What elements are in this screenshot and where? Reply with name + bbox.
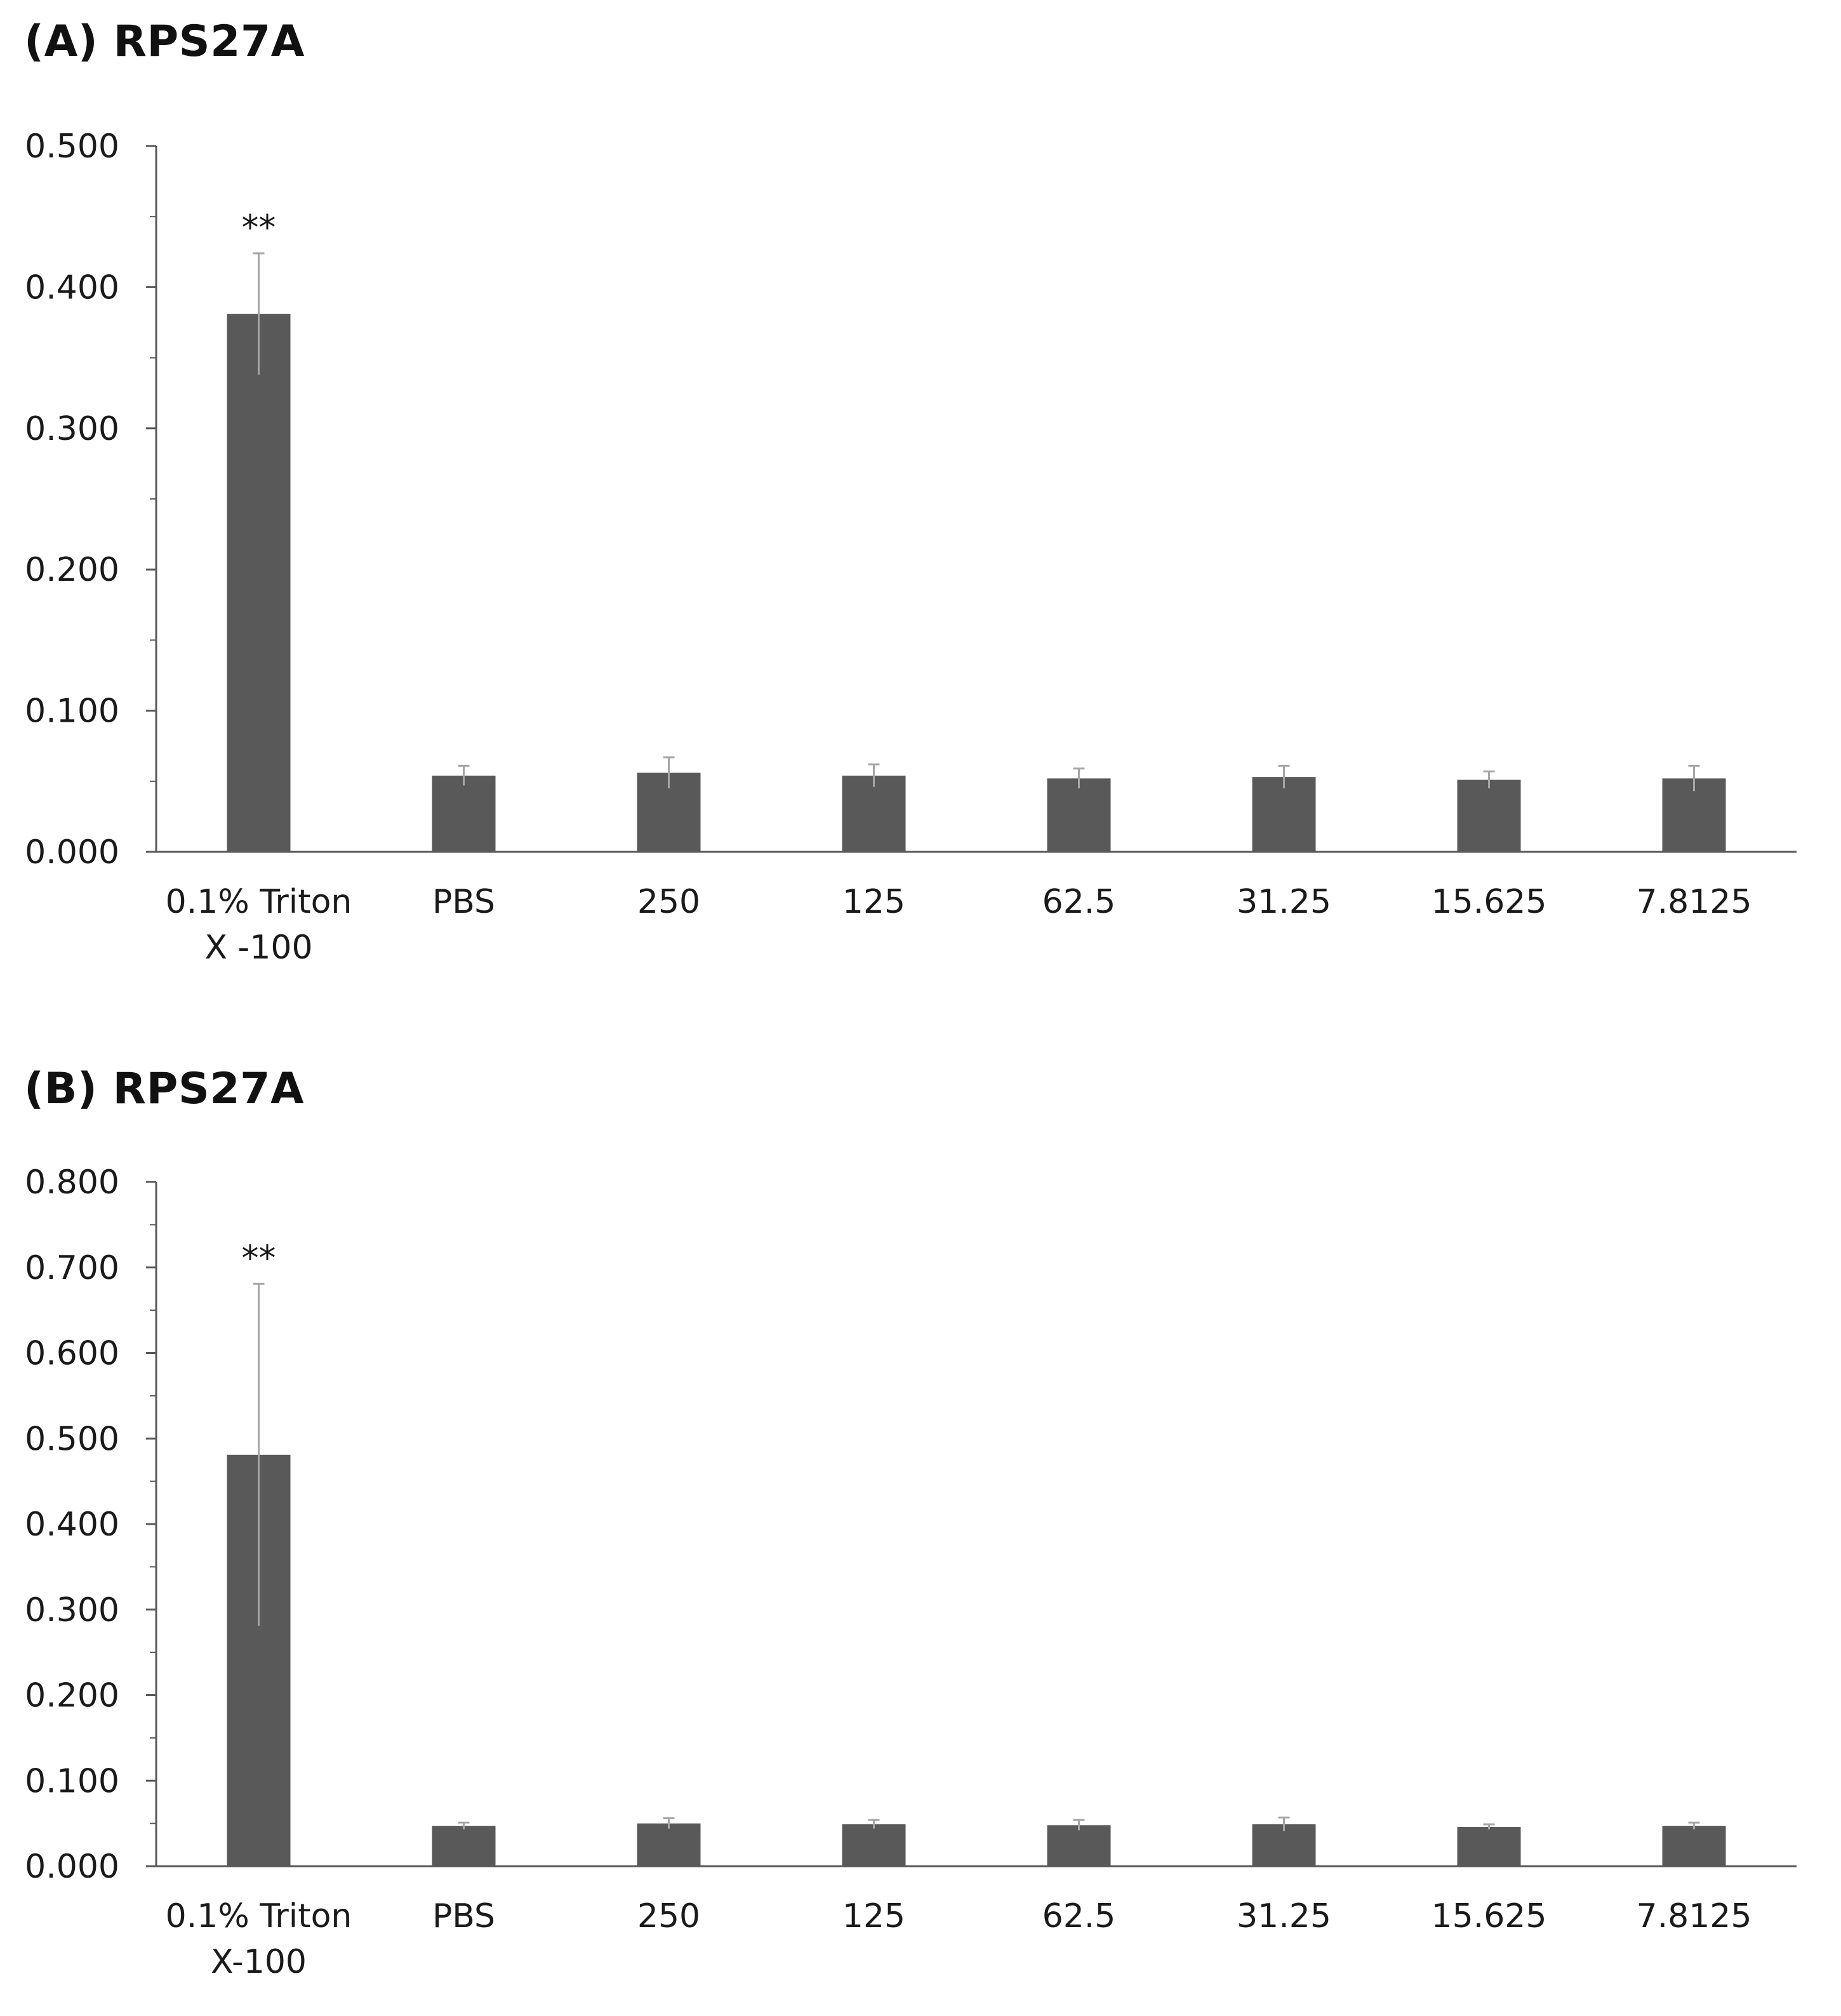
bar [1047, 778, 1111, 852]
x-tick-label: 31.25 [1237, 883, 1331, 921]
y-tick-label: 0.100 [25, 693, 119, 731]
x-tick-label: 250 [637, 883, 700, 921]
x-tick-label: 125 [842, 1897, 905, 1935]
bar [432, 1826, 496, 1866]
bar [227, 314, 291, 852]
x-tick-label: 0.1% Triton [166, 1897, 352, 1935]
x-tick-label: 15.625 [1432, 883, 1547, 921]
x-tick-label: X-100 [211, 1943, 307, 1981]
x-tick-label: 62.5 [1042, 883, 1116, 921]
bar-chart-b: 0.000 0.100 0.200 0.300 0.400 0.500 0.600 0.700… [25, 1164, 1797, 1981]
significance-label: ** [242, 1238, 276, 1278]
y-tick-label: 0.800 [25, 1164, 119, 1202]
y-tick-label: 0.500 [25, 128, 119, 166]
x-tick-label: 0.1% Triton [166, 883, 352, 921]
bar [1047, 1825, 1111, 1866]
bar [1252, 777, 1316, 852]
bar [1252, 1824, 1316, 1866]
bar [842, 775, 906, 852]
bar-chart-a: 0.000 0.100 0.200 0.300 0.400 0.500 ** 0.1% Tri… [25, 128, 1797, 967]
bar [637, 1823, 701, 1866]
y-tick-label: 0.400 [25, 1506, 119, 1544]
y-tick-label: 0.300 [25, 410, 119, 448]
significance-label: ** [242, 208, 276, 248]
x-tick-label: 7.8125 [1637, 883, 1752, 921]
chart-title: (A) RPS27A [24, 17, 305, 67]
x-tick-label: PBS [432, 883, 495, 921]
bar [842, 1824, 906, 1866]
y-tick-label: 0.600 [25, 1335, 119, 1373]
x-tick-label: 31.25 [1237, 1897, 1331, 1935]
x-tick-label: X -100 [204, 929, 312, 967]
y-tick-label: 0.000 [25, 1848, 119, 1886]
x-tick-label: PBS [432, 1897, 495, 1935]
y-tick-label: 0.000 [25, 833, 119, 872]
y-tick-label: 0.300 [25, 1591, 119, 1629]
x-tick-label: 125 [842, 883, 905, 921]
x-tick-label: 7.8125 [1637, 1897, 1752, 1935]
bar [1662, 1826, 1726, 1866]
chart-panel-a: (A) RPS27A 0.000 0.100 0.200 0.300 0.400 0.50… [24, 17, 1797, 967]
bar [432, 775, 496, 852]
chart-title: (B) RPS27A [24, 1064, 305, 1114]
y-tick-label: 0.100 [25, 1762, 119, 1800]
y-tick-label: 0.200 [25, 551, 119, 589]
y-tick-label: 0.700 [25, 1249, 119, 1287]
bar [1457, 1827, 1521, 1866]
x-tick-label: 15.625 [1432, 1897, 1547, 1935]
y-tick-label: 0.400 [25, 269, 119, 307]
y-tick-label: 0.500 [25, 1420, 119, 1458]
y-tick-label: 0.200 [25, 1677, 119, 1715]
x-tick-label: 250 [637, 1897, 700, 1935]
bar [1457, 779, 1521, 852]
x-tick-label: 62.5 [1042, 1897, 1116, 1935]
chart-panel-b: (B) RPS27A 0.000 0.100 0.200 0.300 0.400 0.50… [0, 1047, 1841, 2016]
